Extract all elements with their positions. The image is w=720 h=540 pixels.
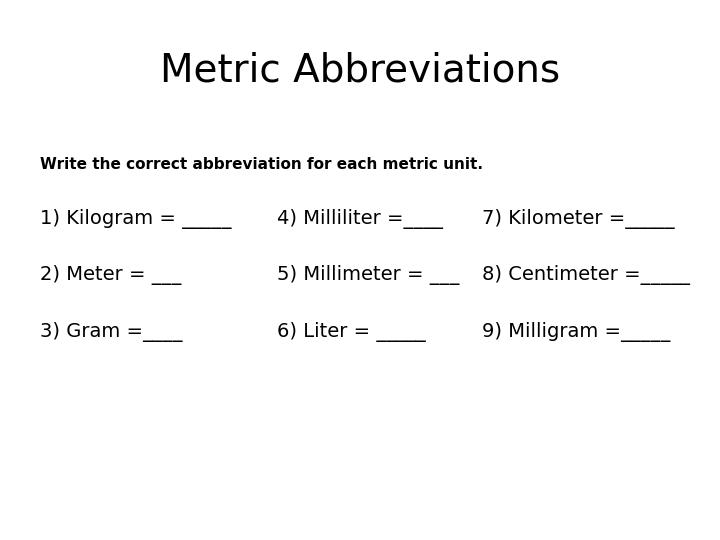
Text: Metric Abbreviations: Metric Abbreviations xyxy=(160,51,560,89)
Text: 3) Gram =____: 3) Gram =____ xyxy=(40,322,182,342)
Text: 6) Liter = _____: 6) Liter = _____ xyxy=(277,322,426,342)
Text: 5) Millimeter = ___: 5) Millimeter = ___ xyxy=(277,265,459,286)
Text: 9) Milligram =_____: 9) Milligram =_____ xyxy=(482,322,671,342)
Text: 7) Kilometer =_____: 7) Kilometer =_____ xyxy=(482,208,675,229)
Text: 1) Kilogram = _____: 1) Kilogram = _____ xyxy=(40,208,231,229)
Text: 8) Centimeter =_____: 8) Centimeter =_____ xyxy=(482,265,690,286)
Text: 4) Milliliter =____: 4) Milliliter =____ xyxy=(277,208,444,229)
Text: Write the correct abbreviation for each metric unit.: Write the correct abbreviation for each … xyxy=(40,157,482,172)
Text: 2) Meter = ___: 2) Meter = ___ xyxy=(40,265,181,286)
